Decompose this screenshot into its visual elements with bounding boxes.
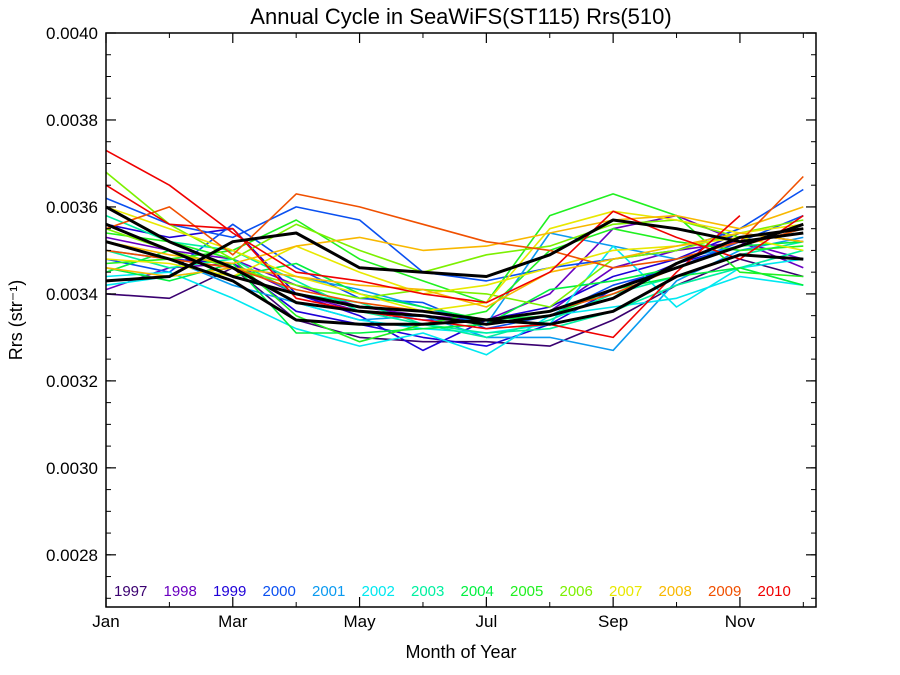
series-line-2010-2 — [105, 184, 741, 339]
series-line-2010-1 — [105, 149, 804, 304]
legend-entry-2008: 2008 — [659, 583, 692, 600]
legend: 1997 1998 1999 2000 2001 2002 2003 2004 2005 2006… — [114, 583, 791, 600]
y-tick-label: 0.0030 — [46, 459, 98, 478]
series-line-mean-4 — [105, 240, 804, 326]
series-line-mean-1 — [105, 218, 804, 283]
legend-entry-2003: 2003 — [411, 583, 444, 600]
series-layer — [105, 149, 804, 356]
y-tick-label: 0.0032 — [46, 372, 98, 391]
legend-entry-2009: 2009 — [708, 583, 741, 600]
series-line-mean-3 — [105, 205, 804, 326]
legend-entry-2000: 2000 — [263, 583, 296, 600]
x-tick-label: May — [344, 612, 377, 631]
legend-entry-2004: 2004 — [461, 583, 494, 600]
x-axis-title: Month of Year — [405, 642, 516, 662]
series-line-2003-2 — [105, 249, 804, 334]
legend-entry-2006: 2006 — [560, 583, 593, 600]
ticks-layer: 0.0028 0.0030 0.0032 0.0034 0.0036 0.0038 0.00… — [46, 24, 816, 631]
y-tick-label: 0.0028 — [46, 546, 98, 565]
x-tick-label: Jan — [92, 612, 119, 631]
legend-entry-2010: 2010 — [758, 583, 791, 600]
legend-entry-2001: 2001 — [312, 583, 345, 600]
y-tick-label: 0.0034 — [46, 285, 98, 304]
x-tick-label: Nov — [725, 612, 756, 631]
legend-entry-2007: 2007 — [609, 583, 642, 600]
y-axis-title: Rrs (str⁻¹) — [6, 280, 26, 360]
x-tick-label: Mar — [218, 612, 248, 631]
series-line-mean-2 — [105, 222, 804, 322]
series-line-1999-1 — [105, 223, 804, 352]
legend-entry-1997: 1997 — [114, 583, 147, 600]
y-tick-label: 0.0038 — [46, 111, 98, 130]
legend-entry-1999: 1999 — [213, 583, 246, 600]
legend-entry-2002: 2002 — [362, 583, 395, 600]
y-tick-label: 0.0036 — [46, 198, 98, 217]
x-tick-label: Sep — [598, 612, 628, 631]
x-tick-label: Jul — [475, 612, 497, 631]
legend-entry-1998: 1998 — [164, 583, 197, 600]
chart-title: Annual Cycle in SeaWiFS(ST115) Rrs(510) — [250, 4, 671, 29]
series-line-2002-1 — [105, 271, 804, 356]
legend-entry-2005: 2005 — [510, 583, 543, 600]
y-tick-label: 0.0040 — [46, 24, 98, 43]
plot-frame — [105, 32, 817, 608]
